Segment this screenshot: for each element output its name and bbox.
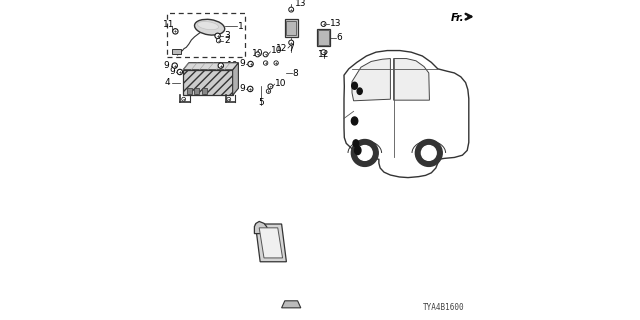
Circle shape: [323, 51, 324, 53]
Text: TYA4B1600: TYA4B1600: [422, 303, 464, 312]
Text: 9: 9: [164, 61, 170, 70]
Circle shape: [321, 22, 326, 26]
Circle shape: [275, 62, 277, 64]
Text: 11: 11: [163, 20, 175, 29]
Text: 12: 12: [276, 44, 287, 53]
Text: 13: 13: [295, 0, 307, 8]
Text: 10: 10: [271, 46, 283, 55]
Text: 13: 13: [330, 20, 341, 28]
Bar: [285, 19, 298, 37]
Circle shape: [216, 39, 220, 43]
Circle shape: [228, 98, 230, 100]
Polygon shape: [255, 224, 287, 262]
Circle shape: [415, 140, 442, 166]
Circle shape: [179, 71, 181, 73]
Bar: [195, 88, 199, 94]
Bar: [202, 88, 207, 94]
Ellipse shape: [351, 117, 358, 125]
Bar: [319, 30, 329, 45]
Bar: [287, 21, 296, 35]
Bar: [172, 49, 181, 54]
Ellipse shape: [198, 21, 218, 30]
Polygon shape: [394, 59, 429, 100]
Circle shape: [421, 146, 436, 160]
Circle shape: [357, 146, 372, 160]
Bar: [167, 13, 246, 57]
Circle shape: [218, 63, 223, 68]
Circle shape: [289, 7, 294, 12]
Circle shape: [264, 53, 267, 56]
Text: 7: 7: [289, 44, 294, 53]
Circle shape: [289, 40, 294, 45]
Circle shape: [220, 64, 222, 67]
Ellipse shape: [353, 140, 359, 147]
Circle shape: [267, 89, 271, 93]
Text: 2: 2: [224, 36, 230, 45]
Circle shape: [323, 23, 324, 25]
Circle shape: [183, 98, 184, 100]
Text: 9: 9: [239, 84, 245, 93]
Circle shape: [249, 63, 252, 65]
Circle shape: [249, 88, 252, 90]
Circle shape: [257, 53, 259, 56]
Text: 10: 10: [275, 79, 287, 88]
Bar: [183, 70, 233, 95]
Circle shape: [351, 140, 378, 166]
Polygon shape: [352, 59, 390, 101]
Text: 1: 1: [238, 22, 243, 31]
Text: 5: 5: [258, 98, 264, 107]
Text: 8: 8: [293, 69, 298, 78]
Ellipse shape: [352, 82, 357, 89]
Circle shape: [173, 29, 178, 34]
Circle shape: [268, 90, 269, 92]
Polygon shape: [344, 51, 468, 178]
Polygon shape: [282, 301, 301, 308]
Polygon shape: [233, 63, 238, 95]
Circle shape: [264, 62, 267, 64]
Text: 3: 3: [224, 31, 230, 40]
Circle shape: [269, 85, 271, 88]
Circle shape: [248, 61, 253, 67]
Circle shape: [248, 86, 253, 92]
Circle shape: [215, 33, 220, 38]
Text: 4: 4: [165, 78, 170, 87]
Ellipse shape: [355, 146, 361, 155]
Polygon shape: [254, 221, 268, 234]
Text: 9: 9: [240, 60, 246, 68]
Circle shape: [227, 98, 230, 101]
Circle shape: [174, 30, 177, 33]
Circle shape: [290, 41, 292, 44]
Circle shape: [182, 98, 186, 101]
Polygon shape: [259, 228, 283, 258]
Circle shape: [255, 52, 260, 57]
Circle shape: [218, 40, 220, 42]
Bar: [317, 29, 330, 46]
Circle shape: [216, 35, 219, 37]
Circle shape: [177, 69, 182, 75]
Text: 10: 10: [227, 61, 239, 70]
Text: 9: 9: [170, 68, 175, 76]
Circle shape: [264, 61, 268, 65]
Circle shape: [268, 84, 273, 89]
Ellipse shape: [357, 88, 362, 94]
Circle shape: [172, 63, 177, 68]
Circle shape: [290, 8, 292, 11]
Bar: [187, 88, 192, 94]
Circle shape: [274, 61, 278, 65]
Text: Fr.: Fr.: [451, 12, 464, 23]
Circle shape: [173, 64, 176, 67]
Text: 10: 10: [252, 49, 263, 58]
Text: 6: 6: [337, 33, 342, 42]
Ellipse shape: [195, 19, 225, 35]
Circle shape: [321, 50, 326, 54]
Polygon shape: [183, 63, 238, 70]
Circle shape: [264, 52, 268, 57]
Text: 12: 12: [318, 50, 329, 59]
